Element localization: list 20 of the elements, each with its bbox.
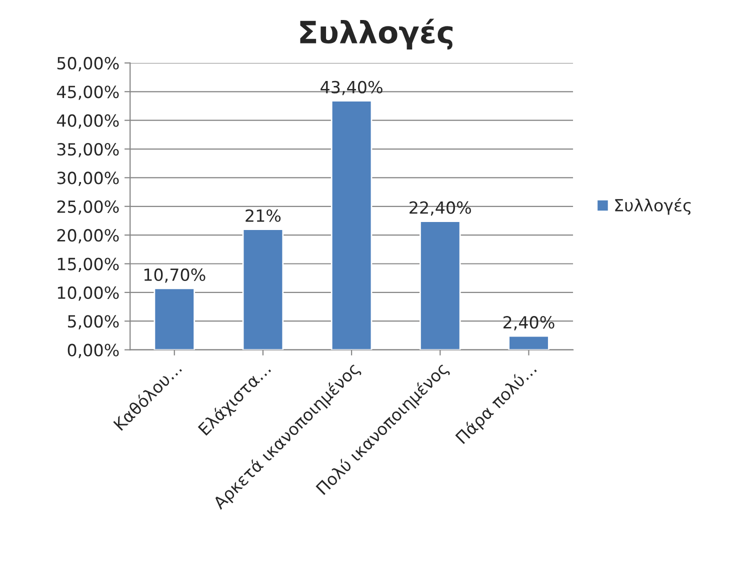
data-label: 21% bbox=[246, 209, 281, 222]
y-tick-label: 15,00% bbox=[58, 258, 119, 272]
y-tick-label: 35,00% bbox=[57, 142, 119, 158]
data-label: 10,70% bbox=[144, 268, 206, 283]
bar bbox=[154, 288, 196, 350]
y-tick-label: 5,00% bbox=[68, 315, 119, 330]
y-tick-label: 40,00% bbox=[56, 114, 119, 129]
y-tick-label: 25,00% bbox=[57, 200, 119, 215]
legend-label: Συλλογές bbox=[615, 198, 691, 215]
y-tick-label: 20,00% bbox=[57, 229, 119, 244]
bar bbox=[420, 220, 461, 350]
bar bbox=[242, 228, 284, 350]
y-tick-label: 10,00% bbox=[58, 286, 119, 301]
bar bbox=[508, 335, 550, 350]
chart-title: Συλλογές bbox=[300, 18, 453, 50]
y-tick-label: 0,00% bbox=[68, 344, 119, 358]
y-tick-label: 50,00% bbox=[57, 56, 119, 72]
bar bbox=[330, 100, 372, 350]
y-tick-label: 45,00% bbox=[56, 86, 119, 100]
y-tick-label: 30,00% bbox=[57, 172, 119, 186]
